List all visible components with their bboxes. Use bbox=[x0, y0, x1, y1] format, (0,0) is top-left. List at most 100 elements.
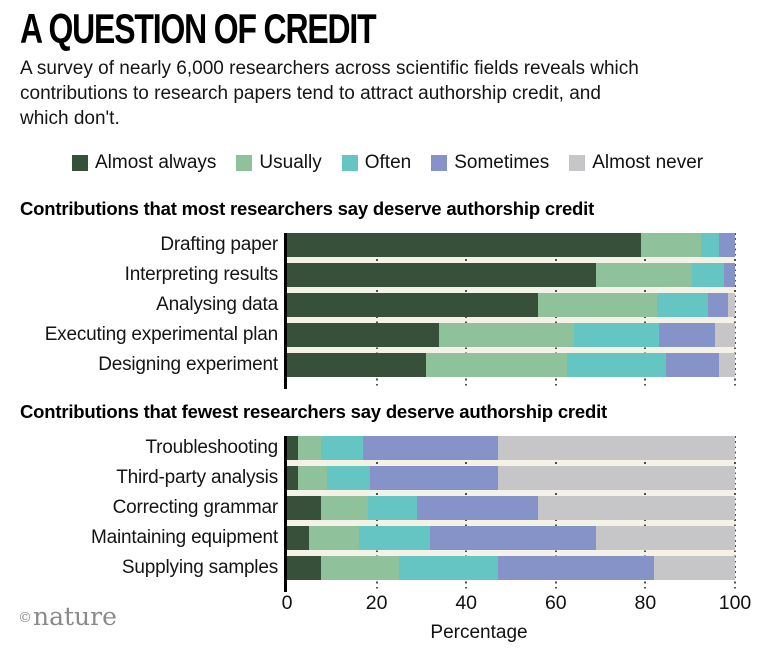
stacked-bar bbox=[287, 526, 735, 550]
bar-segment-often bbox=[398, 556, 498, 580]
nature-logo: ©nature bbox=[18, 604, 117, 634]
chart1-title: Contributions that most researchers say … bbox=[20, 198, 595, 219]
bar-segment-often bbox=[327, 466, 370, 490]
legend: Almost always Usually Often Sometimes Almost… bbox=[72, 152, 767, 174]
bar-segment-often bbox=[358, 526, 431, 550]
legend-label: Sometimes bbox=[454, 152, 550, 173]
bar-segment-almost-always bbox=[287, 233, 641, 257]
bar-segment-sometimes bbox=[363, 436, 498, 460]
bar-segment-almost-always bbox=[287, 556, 321, 580]
chart-row: Interpreting results bbox=[0, 263, 767, 287]
legend-label: Often bbox=[364, 152, 412, 173]
bar-segment-almost-never bbox=[714, 323, 735, 347]
bar-segment-almost-never bbox=[497, 466, 735, 490]
brand-name: nature bbox=[33, 602, 117, 631]
bar-segment-often bbox=[367, 496, 417, 520]
legend-swatch bbox=[236, 155, 253, 171]
stacked-bar bbox=[287, 263, 735, 287]
bar-segment-often bbox=[320, 436, 364, 460]
row-label: Maintaining equipment bbox=[91, 527, 278, 548]
legend-item-almost-always: Almost always bbox=[72, 152, 216, 174]
bar-segment-almost-never bbox=[596, 526, 735, 550]
legend-swatch bbox=[431, 155, 448, 171]
stacked-bar bbox=[287, 436, 735, 460]
stacked-bar bbox=[287, 293, 735, 317]
chart-row: Third-party analysis bbox=[0, 466, 767, 490]
row-label: Third-party analysis bbox=[116, 467, 278, 488]
chart-row: Drafting paper bbox=[0, 233, 767, 257]
row-label: Drafting paper bbox=[160, 234, 278, 255]
legend-item-sometimes: Sometimes bbox=[431, 152, 549, 174]
legend-item-almost-never: Almost never bbox=[569, 152, 703, 174]
bar-segment-often bbox=[656, 293, 709, 317]
bar-segment-often bbox=[692, 263, 724, 287]
bar-segment-sometimes bbox=[369, 466, 498, 490]
bar-segment-almost-always bbox=[287, 436, 299, 460]
bar-segment-usually bbox=[298, 466, 328, 490]
bar-segment-sometimes bbox=[658, 323, 715, 347]
subtitle-line: which don't. bbox=[20, 108, 120, 129]
y-axis-line bbox=[284, 233, 287, 389]
stacked-bar bbox=[287, 466, 735, 490]
row-label: Interpreting results bbox=[124, 264, 279, 285]
bar-segment-usually bbox=[320, 496, 368, 520]
bar-segment-usually bbox=[425, 353, 567, 377]
legend-label: Almost always bbox=[95, 152, 217, 173]
bar-segment-almost-always bbox=[287, 323, 440, 347]
x-axis-label: Percentage bbox=[430, 622, 528, 643]
row-label: Troubleshooting bbox=[145, 437, 278, 458]
subtitle-line: A survey of nearly 6,000 researchers acr… bbox=[20, 58, 639, 79]
bar-segment-sometimes bbox=[430, 526, 597, 550]
bar-segment-almost-never bbox=[654, 556, 735, 580]
bar-segment-almost-never bbox=[728, 293, 735, 317]
subtitle-line: contributions to research papers tend to… bbox=[20, 83, 601, 104]
bar-segment-usually bbox=[640, 233, 702, 257]
bar-segment-usually bbox=[537, 293, 657, 317]
stacked-bar bbox=[287, 233, 735, 257]
bar-segment-often bbox=[701, 233, 720, 257]
bar-segment-usually bbox=[298, 436, 321, 460]
legend-swatch bbox=[72, 155, 88, 171]
chart-rows: Troubleshooting Third-party analysis Corre… bbox=[0, 436, 767, 580]
x-axis-label-row: Percentage bbox=[0, 622, 767, 647]
bar-segment-almost-always bbox=[287, 293, 538, 317]
copyright-symbol: © bbox=[18, 610, 32, 626]
stacked-bar bbox=[287, 323, 735, 347]
bar-segment-almost-always bbox=[287, 353, 426, 377]
bar-segment-almost-always bbox=[287, 526, 310, 550]
y-axis-line bbox=[284, 436, 287, 592]
bar-segment-sometimes bbox=[723, 263, 735, 287]
x-tick-label: 60 bbox=[544, 592, 567, 614]
bar-segment-sometimes bbox=[708, 293, 729, 317]
bar-segment-usually bbox=[320, 556, 399, 580]
legend-swatch bbox=[569, 155, 586, 171]
chart-row: Supplying samples bbox=[0, 556, 767, 580]
bar-segment-often bbox=[566, 353, 666, 377]
gridline-100 bbox=[734, 233, 736, 387]
bar-segment-often bbox=[573, 323, 659, 347]
chart-row: Troubleshooting bbox=[0, 436, 767, 460]
bar-segment-usually bbox=[309, 526, 359, 550]
legend-item-usually: Usually bbox=[236, 152, 322, 174]
chart-most-credit: Drafting paper Interpreting results Analys… bbox=[0, 233, 767, 389]
bar-segment-almost-always bbox=[287, 496, 321, 520]
x-tick-label: 20 bbox=[365, 592, 388, 614]
stacked-bar bbox=[287, 556, 735, 580]
bar-segment-sometimes bbox=[665, 353, 720, 377]
legend-label: Almost never bbox=[592, 152, 704, 173]
x-tick-label: 80 bbox=[634, 592, 657, 614]
subtitle: A survey of nearly 6,000 researchers acr… bbox=[20, 56, 767, 131]
bar-segment-almost-always bbox=[287, 466, 299, 490]
chart-row: Designing experiment bbox=[0, 353, 767, 377]
gridline-100 bbox=[734, 436, 736, 590]
legend-swatch bbox=[341, 155, 358, 171]
legend-label: Usually bbox=[259, 152, 322, 173]
chart-row: Maintaining equipment bbox=[0, 526, 767, 550]
bar-segment-sometimes bbox=[416, 496, 538, 520]
row-label: Executing experimental plan bbox=[44, 324, 278, 345]
chart-row: Executing experimental plan bbox=[0, 323, 767, 347]
bar-segment-almost-always bbox=[287, 263, 597, 287]
legend-item-often: Often bbox=[341, 152, 412, 174]
x-axis-ticks: 0 20 40 60 80 100 bbox=[0, 592, 767, 616]
